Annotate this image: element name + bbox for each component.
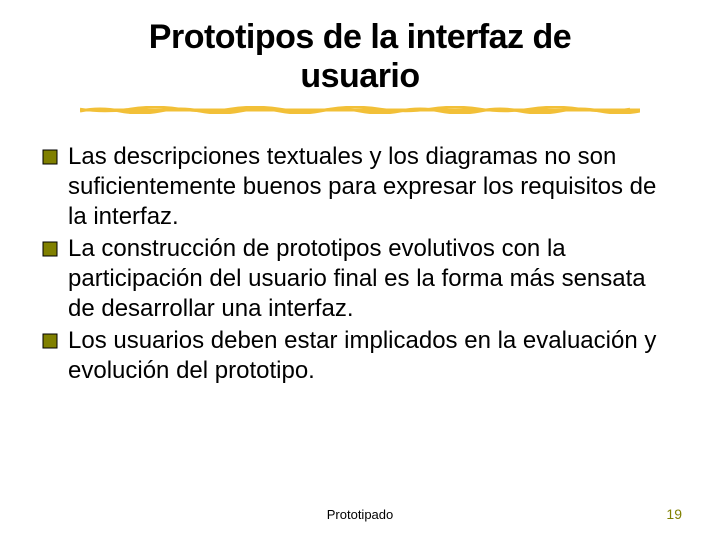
title-line-1: Prototipos de la interfaz de <box>149 18 571 56</box>
slide-title: Prototipos de la interfaz de usuario <box>36 18 684 96</box>
wavy-underline-icon <box>80 106 640 114</box>
bullet-text: La construcción de prototipos evolutivos… <box>68 234 678 324</box>
slide-footer: Prototipado <box>0 507 720 522</box>
square-bullet-icon <box>42 241 58 257</box>
slide: Prototipos de la interfaz de usuario Las… <box>0 0 720 540</box>
bullet-text: Las descripciones textuales y los diagra… <box>68 142 678 232</box>
page-number: 19 <box>666 506 682 522</box>
square-bullet-icon <box>42 333 58 349</box>
bullet-list: Las descripciones textuales y los diagra… <box>36 142 684 386</box>
title-underline-wrap <box>36 106 684 114</box>
bullet-text: Los usuarios deben estar implicados en l… <box>68 326 678 386</box>
list-item: La construcción de prototipos evolutivos… <box>42 234 678 324</box>
title-line-2: usuario <box>300 57 419 95</box>
list-item: Los usuarios deben estar implicados en l… <box>42 326 678 386</box>
footer-text: Prototipado <box>327 507 394 522</box>
square-bullet-icon <box>42 149 58 165</box>
list-item: Las descripciones textuales y los diagra… <box>42 142 678 232</box>
